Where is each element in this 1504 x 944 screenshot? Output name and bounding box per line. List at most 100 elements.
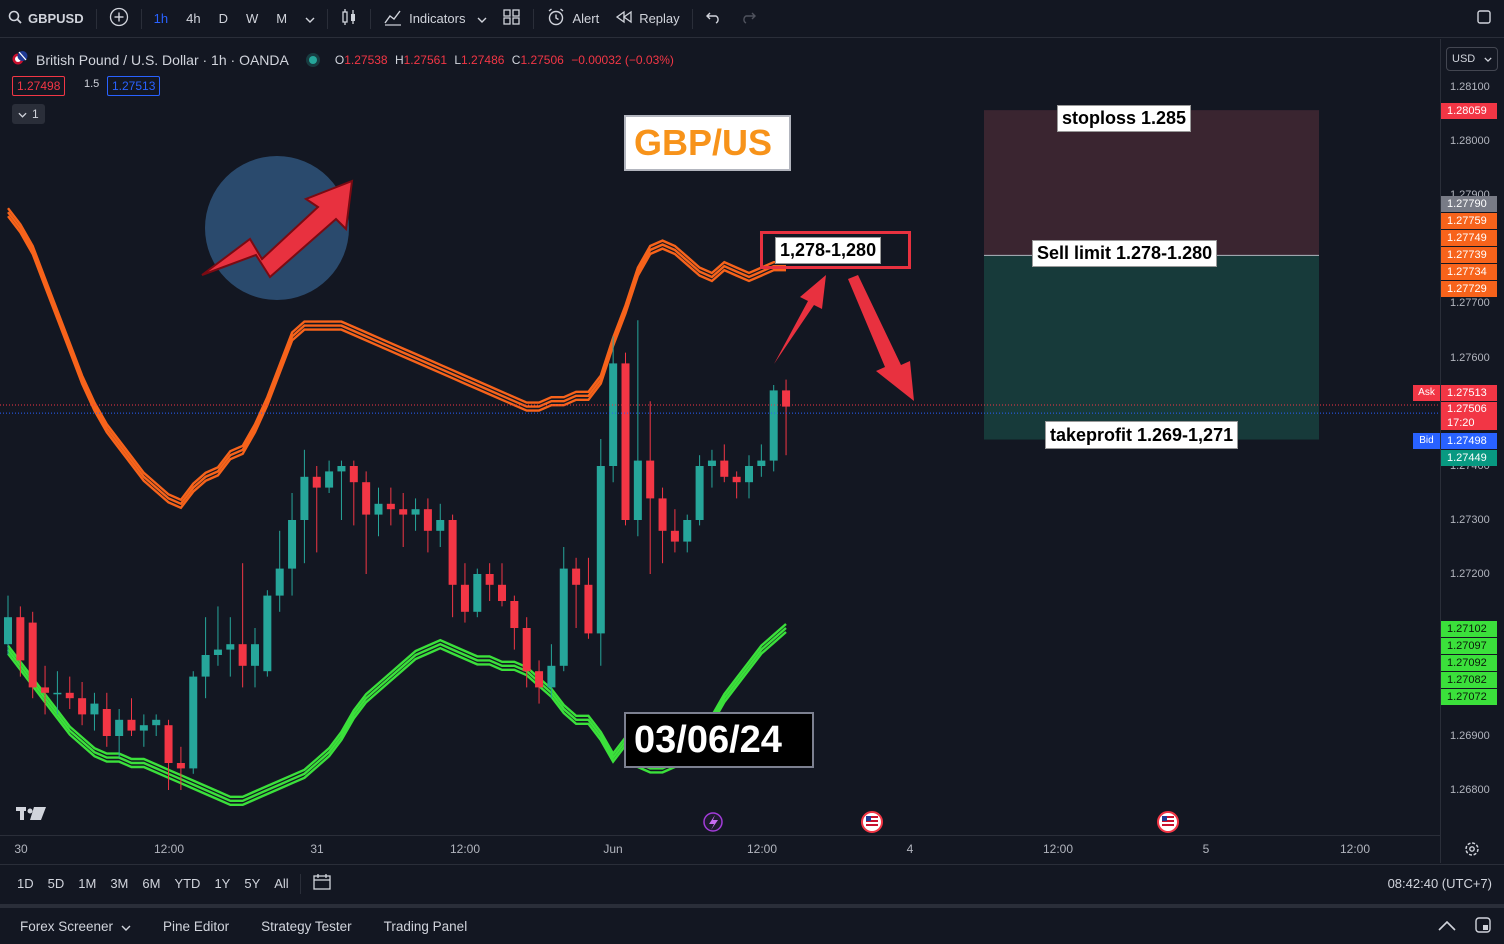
candle xyxy=(213,606,222,666)
tab-strategy-tester[interactable]: Strategy Tester xyxy=(261,918,352,934)
indicators-button[interactable]: Indicators xyxy=(375,0,495,38)
timeframe-w[interactable]: W xyxy=(245,11,259,26)
band-price-label: 1.27734 xyxy=(1441,264,1497,280)
candle xyxy=(498,563,506,607)
stoploss-label[interactable]: stoploss 1.285 xyxy=(1057,105,1192,132)
candle xyxy=(90,692,99,731)
timeframe-1h[interactable]: 1h xyxy=(153,11,169,26)
ask-tag: Ask xyxy=(1413,385,1440,401)
alarm-clock-icon xyxy=(546,7,566,30)
range-5y[interactable]: 5Y xyxy=(244,876,261,891)
sell-limit-label[interactable]: Sell limit 1.278-1.280 xyxy=(1032,240,1218,267)
expand-panel-button[interactable] xyxy=(1428,919,1466,934)
candle xyxy=(547,644,556,699)
candle xyxy=(584,557,593,639)
maximize-icon xyxy=(1474,916,1492,937)
date-annotation[interactable]: 03/06/24 xyxy=(624,712,814,768)
candle xyxy=(732,471,741,499)
candle xyxy=(115,709,124,758)
range-1m[interactable]: 1M xyxy=(78,876,97,891)
takeprofit-label[interactable]: takeprofit 1.269-1,271 xyxy=(1045,421,1239,449)
redo-button[interactable] xyxy=(731,0,765,38)
compare-symbol-button[interactable] xyxy=(101,0,137,38)
chart-type-button[interactable] xyxy=(332,0,366,38)
replay-label: Replay xyxy=(639,11,680,26)
chevron-down-icon[interactable] xyxy=(299,11,321,26)
timeframe-group: 1h 4h D W M xyxy=(146,0,323,38)
candle xyxy=(349,460,358,526)
price-chart[interactable] xyxy=(0,39,1440,835)
timezone-clock[interactable]: 08:42:40 (UTC+7) xyxy=(1387,876,1492,891)
alert-button[interactable]: Alert xyxy=(538,0,607,38)
go-to-date-button[interactable] xyxy=(305,873,339,894)
range-6m[interactable]: 6M xyxy=(142,876,161,891)
time-axis[interactable] xyxy=(0,835,1440,863)
candle-body xyxy=(633,460,642,520)
range-ytd[interactable]: YTD xyxy=(174,876,201,891)
candle-body xyxy=(720,460,729,477)
candle xyxy=(374,487,383,537)
tab-forex-screener[interactable]: Forex Screener xyxy=(4,919,147,934)
candle-body xyxy=(226,644,235,650)
range-5d[interactable]: 5D xyxy=(47,876,65,891)
band-price-label: 1.27790 xyxy=(1441,196,1497,212)
candle xyxy=(362,471,371,574)
candle xyxy=(646,401,655,574)
currency-selector[interactable]: USD xyxy=(1446,47,1498,71)
candle xyxy=(189,671,198,774)
chevron-down-icon xyxy=(471,11,487,26)
time-tick: 12:00 xyxy=(1042,842,1074,856)
undo-button[interactable] xyxy=(697,0,731,38)
chevron-down-icon xyxy=(18,107,27,121)
top-toolbar: GBPUSD 1h 4h D W M Indicators xyxy=(0,0,1504,38)
range-3m[interactable]: 3M xyxy=(110,876,129,891)
collapse-indicators-button[interactable]: 1 xyxy=(12,104,45,124)
range-1y[interactable]: 1Y xyxy=(214,876,231,891)
candle-body xyxy=(312,476,321,488)
ask-price-label: 1.27513 xyxy=(1441,385,1497,401)
candle-body xyxy=(707,460,716,466)
symbol-search[interactable]: GBPUSD xyxy=(0,0,92,38)
candle-body xyxy=(584,584,593,634)
replay-button[interactable]: Replay xyxy=(607,0,687,38)
fullscreen-button[interactable] xyxy=(1468,0,1504,38)
divider xyxy=(95,8,97,29)
buy-price-button[interactable]: 1.27513 xyxy=(107,76,161,96)
candle xyxy=(102,692,111,747)
time-tick: Jun xyxy=(603,842,623,856)
candle xyxy=(757,444,766,477)
range-all[interactable]: All xyxy=(274,876,289,891)
time-tick: 12:00 xyxy=(449,842,481,856)
sell-price-button[interactable]: 1.27498 xyxy=(12,76,66,96)
bid-tag: Bid xyxy=(1413,433,1440,449)
candle-body xyxy=(411,509,420,515)
candle xyxy=(16,606,25,677)
timeframe-m[interactable]: M xyxy=(276,11,288,26)
bar-countdown: 17:20 xyxy=(1447,417,1475,429)
layouts-button[interactable] xyxy=(495,0,529,38)
price-tick: 1.27300 xyxy=(1450,514,1490,526)
timeframe-d[interactable]: D xyxy=(218,11,228,26)
flag-stripe xyxy=(866,816,878,818)
gear-icon xyxy=(1463,842,1481,862)
candle-body xyxy=(683,520,692,542)
candle-body xyxy=(201,655,210,677)
chart-settings-button[interactable] xyxy=(1463,840,1481,863)
tab-trading-panel[interactable]: Trading Panel xyxy=(383,918,468,934)
timeframe-4h[interactable]: 4h xyxy=(186,11,201,26)
maximize-panel-button[interactable] xyxy=(1466,916,1504,937)
tab-pine-editor[interactable]: Pine Editor xyxy=(163,918,230,934)
band-price-label: 1.27749 xyxy=(1441,230,1497,246)
candle-body xyxy=(263,595,272,672)
divider xyxy=(299,873,301,894)
spread-value: 1.5 xyxy=(84,78,100,90)
entry-range-frame[interactable]: 1,278-1,280 xyxy=(760,231,911,269)
candle-body xyxy=(386,503,395,510)
candle-body xyxy=(16,617,25,661)
symbol-title[interactable]: British Pound / U.S. Dollar · 1h · OANDA xyxy=(36,51,289,68)
range-1d[interactable]: 1D xyxy=(17,876,34,891)
flag-stripe xyxy=(866,824,878,826)
time-tick: 4 xyxy=(906,842,914,856)
title-annotation[interactable]: GBP/US xyxy=(624,115,791,171)
candle xyxy=(535,660,544,704)
